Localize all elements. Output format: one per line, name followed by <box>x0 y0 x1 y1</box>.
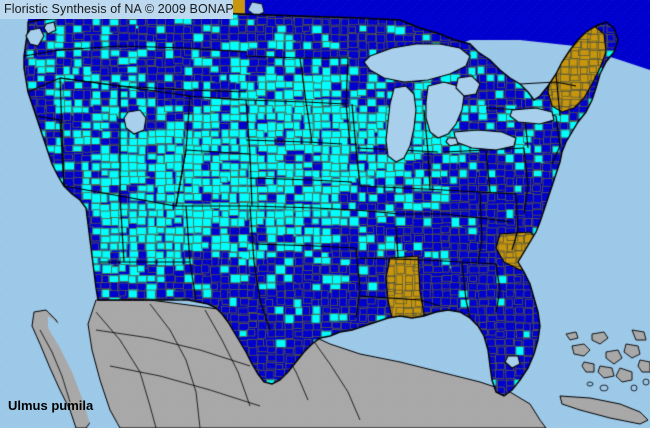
map-title: Floristic Synthesis of NA © 2009 BONAP <box>4 2 234 16</box>
map-title-banner: Floristic Synthesis of NA © 2009 BONAP <box>0 0 234 19</box>
species-name-label: Ulmus pumila <box>8 398 94 413</box>
